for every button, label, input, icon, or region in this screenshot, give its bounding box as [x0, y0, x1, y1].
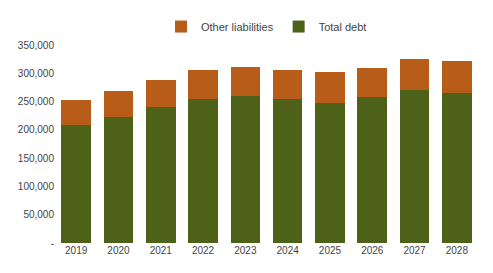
svg-text:2026: 2026: [361, 245, 384, 256]
svg-text:2021: 2021: [150, 245, 173, 256]
svg-text:200,000: 200,000: [18, 124, 55, 135]
svg-text:2024: 2024: [277, 245, 300, 256]
svg-text:2022: 2022: [192, 245, 215, 256]
svg-text:350,000: 350,000: [18, 40, 55, 51]
svg-text:2019: 2019: [65, 245, 88, 256]
svg-text:Total debt: Total debt: [319, 21, 367, 33]
svg-text:150,000: 150,000: [18, 153, 55, 164]
svg-text:50,000: 50,000: [23, 209, 54, 220]
svg-text:2027: 2027: [403, 245, 426, 256]
svg-text:2023: 2023: [234, 245, 257, 256]
svg-text:Other liabilities: Other liabilities: [201, 21, 274, 33]
svg-text:2025: 2025: [319, 245, 342, 256]
svg-text:100,000: 100,000: [18, 181, 55, 192]
svg-text:2028: 2028: [446, 245, 469, 256]
svg-text:300,000: 300,000: [18, 68, 55, 79]
svg-text:-: -: [51, 238, 54, 249]
svg-text:250,000: 250,000: [18, 96, 55, 107]
svg-text:2020: 2020: [107, 245, 130, 256]
